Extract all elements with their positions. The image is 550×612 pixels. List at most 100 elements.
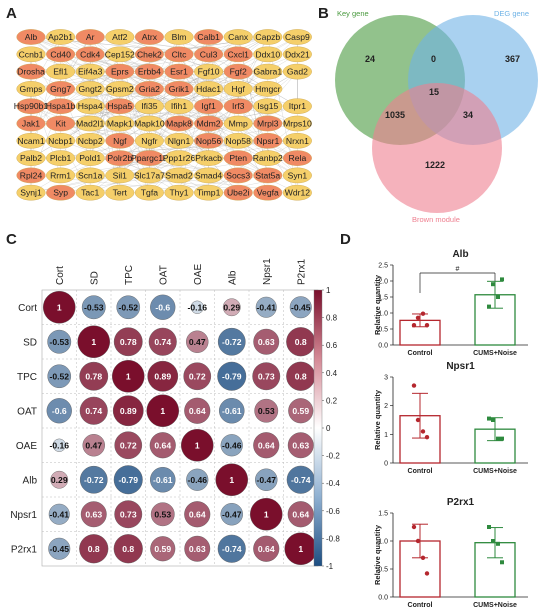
venn-count-key-brown: 1035 bbox=[385, 110, 405, 120]
gene-node bbox=[16, 29, 46, 45]
gene-node bbox=[46, 167, 76, 184]
correlation-circle bbox=[219, 398, 245, 424]
correlation-circle bbox=[186, 468, 209, 491]
data-point bbox=[411, 524, 417, 530]
data-point bbox=[420, 429, 426, 434]
gene-label: Smad4 bbox=[195, 170, 222, 180]
gene-label: Mrpl3 bbox=[257, 119, 279, 129]
correlation-circle bbox=[254, 398, 279, 423]
correlation-circle bbox=[82, 434, 105, 457]
correlation-value: 0.64 bbox=[258, 440, 275, 450]
correlation-value: 1 bbox=[91, 337, 96, 347]
gene-node bbox=[16, 184, 46, 201]
correlation-value: 0.8 bbox=[122, 544, 134, 554]
y-tick-label: 1.0 bbox=[378, 311, 388, 318]
gene-node bbox=[164, 63, 194, 80]
gene-label: Pten bbox=[229, 153, 247, 163]
gene-label: Gria2 bbox=[139, 84, 160, 94]
bar-chart-1: Alb Relative quantity 0.0 0.5 1.0 1.5 2.0 2.5 Co… bbox=[373, 249, 528, 357]
gene-node bbox=[105, 132, 135, 149]
gene-label: Capzb bbox=[255, 32, 280, 42]
correlation-value: 1 bbox=[57, 302, 62, 312]
network-edge bbox=[90, 36, 180, 55]
correlation-circle bbox=[180, 429, 214, 462]
venn-label-deg: DEG gene bbox=[494, 9, 529, 18]
gene-label: Igf1 bbox=[201, 101, 216, 111]
gene-node bbox=[134, 81, 164, 97]
gene-label: Syn1 bbox=[288, 170, 308, 180]
gene-node bbox=[46, 46, 76, 63]
correlation-value: 0.47 bbox=[189, 337, 206, 347]
y-tick-label: 2.0 bbox=[378, 279, 388, 286]
gene-node bbox=[223, 81, 253, 97]
row-label: OAE bbox=[16, 441, 37, 452]
correlation-value: 0.72 bbox=[120, 440, 137, 450]
gene-label: Drosha bbox=[17, 67, 45, 77]
venn-count-key-deg: 0 bbox=[431, 54, 436, 64]
x-tick-label: Control bbox=[408, 602, 433, 609]
venn-count-deg-brown: 34 bbox=[463, 110, 473, 120]
gene-node bbox=[16, 115, 46, 132]
y-tick-label: 0 bbox=[384, 461, 388, 468]
network-edge bbox=[30, 54, 180, 107]
gene-node bbox=[164, 81, 194, 97]
y-axis-label: Relative quantity bbox=[373, 274, 382, 335]
data-point bbox=[487, 525, 491, 529]
venn-count-all: 15 bbox=[429, 87, 439, 97]
correlation-value: -0.41 bbox=[256, 302, 276, 312]
correlation-value: 0.63 bbox=[189, 544, 206, 554]
gene-node bbox=[46, 132, 76, 149]
gene-label: Ifih1 bbox=[171, 101, 187, 111]
gene-label: Calb1 bbox=[197, 32, 220, 42]
y-tick-label: 0.5 bbox=[378, 567, 388, 574]
correlation-circle bbox=[186, 330, 209, 353]
gene-label: Ube2i bbox=[227, 188, 250, 198]
y-tick-label: 1 bbox=[384, 432, 388, 439]
correlation-circle bbox=[48, 537, 71, 560]
gene-label: Gmps bbox=[20, 84, 43, 94]
data-point bbox=[424, 322, 430, 328]
column-label: Cort bbox=[55, 266, 66, 285]
gene-label: Polr2b bbox=[107, 153, 132, 163]
colorbar-tick-label: 0.8 bbox=[326, 314, 338, 323]
gene-label: Tac1 bbox=[81, 188, 99, 198]
gene-label: Mdm2 bbox=[197, 119, 221, 129]
gene-node bbox=[105, 29, 135, 45]
network-edge bbox=[60, 36, 91, 89]
gene-node bbox=[223, 167, 253, 184]
correlation-circle bbox=[112, 395, 144, 427]
network-edge bbox=[30, 36, 239, 193]
correlation-value: 0.64 bbox=[154, 440, 171, 450]
column-label: SD bbox=[89, 271, 100, 285]
correlation-circle bbox=[148, 327, 177, 356]
data-point bbox=[491, 539, 495, 543]
data-point bbox=[500, 560, 504, 565]
correlation-circle bbox=[184, 397, 211, 424]
x-tick-label: CUMS+Noise bbox=[473, 602, 517, 609]
gene-node bbox=[164, 29, 194, 45]
gene-node bbox=[16, 150, 46, 166]
gene-node bbox=[75, 167, 105, 184]
correlation-circle bbox=[215, 463, 248, 497]
gene-label: Cxcl1 bbox=[227, 49, 249, 59]
correlation-value: -0.74 bbox=[291, 475, 311, 485]
correlation-value: -0.45 bbox=[291, 302, 311, 312]
gene-node bbox=[134, 46, 164, 63]
gene-node bbox=[194, 132, 224, 149]
gene-label: Nlgn1 bbox=[168, 136, 191, 146]
gene-node bbox=[46, 184, 76, 201]
gene-label: Hdac1 bbox=[196, 84, 221, 94]
gene-label: Ngfr bbox=[141, 136, 157, 146]
correlation-value: 0.63 bbox=[292, 440, 309, 450]
correlation-circle bbox=[150, 502, 175, 527]
y-tick-label: 0.5 bbox=[378, 327, 388, 334]
correlation-value: -0.46 bbox=[187, 475, 207, 485]
data-point bbox=[500, 277, 504, 282]
correlation-value: -0.45 bbox=[49, 544, 69, 554]
correlation-circle bbox=[220, 503, 243, 526]
gene-node bbox=[16, 63, 46, 80]
gene-node bbox=[253, 115, 283, 132]
significance-marker: # bbox=[456, 266, 460, 273]
gene-label: Ar bbox=[86, 32, 95, 42]
gene-node bbox=[282, 167, 312, 184]
